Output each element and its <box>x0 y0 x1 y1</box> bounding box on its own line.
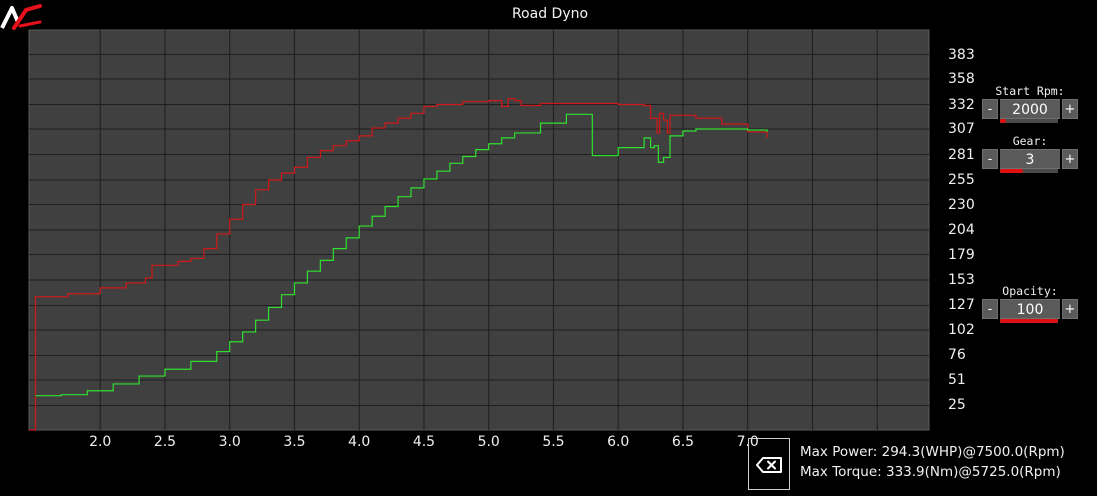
y-tick-label: 383 <box>948 46 975 63</box>
y-tick-label: 230 <box>948 196 975 213</box>
gear-slider[interactable] <box>1000 169 1058 173</box>
gear-control: Gear: - 3 + <box>982 134 1078 173</box>
start-rpm-minus-button[interactable]: - <box>982 99 998 119</box>
power-line <box>35 113 768 397</box>
y-tick-label: 255 <box>948 172 975 188</box>
y-tick-label: 153 <box>948 272 975 288</box>
opacity-slider-fill <box>1000 319 1058 323</box>
x-tick-label: 4.5 <box>413 434 435 450</box>
clear-backspace-icon <box>756 457 782 473</box>
y-tick-label: 332 <box>948 96 975 113</box>
y-tick-label: 102 <box>948 322 975 338</box>
gear-plus-button[interactable]: + <box>1062 149 1078 169</box>
gear-slider-fill <box>1000 169 1024 173</box>
dyno-stats: Max Power: 294.3(WHP)@7500.0(Rpm) Max To… <box>800 442 1065 482</box>
x-tick-label: 5.5 <box>542 434 564 450</box>
start-rpm-plus-button[interactable]: + <box>1062 99 1078 119</box>
start-rpm-slider-fill <box>1000 119 1006 123</box>
gear-minus-button[interactable]: - <box>982 149 998 169</box>
x-tick-label: 3.5 <box>283 434 305 450</box>
y-tick-label: 76 <box>948 347 966 364</box>
y-tick-label: 179 <box>948 246 975 263</box>
start-rpm-value[interactable]: 2000 <box>1000 99 1060 119</box>
x-tick-label: 4.0 <box>348 434 370 450</box>
gear-label: Gear: <box>1012 134 1048 148</box>
y-tick-label: 281 <box>948 146 975 163</box>
y-tick-label: 204 <box>948 222 975 238</box>
x-tick-label: 3.0 <box>219 434 241 450</box>
window-title: Road Dyno <box>511 6 589 22</box>
opacity-minus-button[interactable]: - <box>982 299 998 319</box>
x-tick-label: 6.5 <box>672 434 694 450</box>
dyno-chart: 2.0 2.5 3.0 3.5 4.0 4.5 5.0 5.5 6.0 6.5 7.0 <box>28 29 930 450</box>
torque-line <box>29 98 768 431</box>
y-tick-label: 127 <box>948 297 975 314</box>
x-tick-label: 5.0 <box>478 434 500 450</box>
y-tick-label: 51 <box>948 372 966 388</box>
opacity-slider[interactable] <box>1000 319 1058 323</box>
start-rpm-control: Start Rpm: - 2000 + <box>982 84 1078 123</box>
x-tick-label: 2.5 <box>154 434 176 450</box>
opacity-plus-button[interactable]: + <box>1062 299 1078 319</box>
max-torque-text: Max Torque: 333.9(Nm)@5725.0(Rpm) <box>800 464 1061 480</box>
y-tick-label: 358 <box>948 71 975 88</box>
x-tick-label: 2.0 <box>89 434 111 450</box>
start-rpm-slider[interactable] <box>1000 119 1058 123</box>
reset-button[interactable] <box>748 438 790 490</box>
x-tick-label: 6.0 <box>607 434 629 450</box>
opacity-control: Opacity: - 100 + <box>982 284 1078 323</box>
start-rpm-label: Start Rpm: <box>995 84 1065 98</box>
max-power-text: Max Power: 294.3(WHP)@7500.0(Rpm) <box>800 444 1065 460</box>
ac-logo-icon <box>0 4 42 30</box>
opacity-label: Opacity: <box>1002 284 1058 298</box>
y-tick-label: 25 <box>948 397 966 414</box>
gear-value[interactable]: 3 <box>1000 149 1060 169</box>
y-tick-label: 307 <box>948 121 975 138</box>
opacity-value[interactable]: 100 <box>1000 299 1060 319</box>
